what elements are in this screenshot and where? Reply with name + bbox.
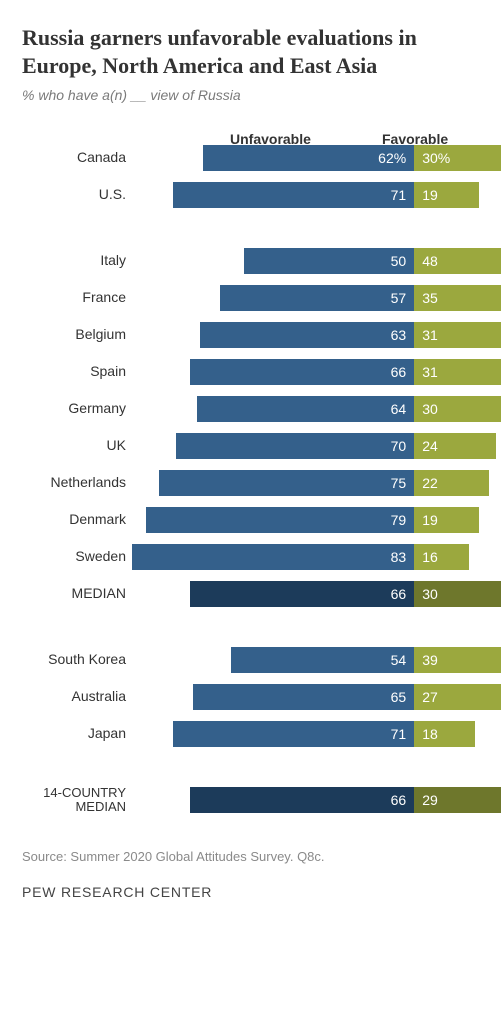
bar-favorable: 29 (414, 787, 501, 813)
bar-favorable: 22 (414, 470, 489, 496)
chart-group: Italy5048France5735Belgium6331Spain6631G… (132, 244, 479, 611)
chart-title: Russia garners unfavorable evaluations i… (22, 24, 479, 79)
bar-unfavorable: 75 (159, 470, 414, 496)
row-label: U.S. (22, 187, 126, 202)
bar-favorable: 27 (414, 684, 501, 710)
chart-row: Sweden8316 (132, 540, 479, 574)
bar-pair: 6430 (132, 396, 501, 422)
bar-unfavorable: 54 (231, 647, 415, 673)
bar-favorable: 31 (414, 322, 501, 348)
chart-group: 14-COUNTRY MEDIAN6629 (132, 783, 479, 817)
bar-unfavorable: 65 (193, 684, 414, 710)
bar-pair: 5439 (132, 647, 501, 673)
row-label: Canada (22, 150, 126, 165)
row-label: Spain (22, 364, 126, 379)
bar-pair: 6631 (132, 359, 501, 385)
chart-row: France5735 (132, 281, 479, 315)
bar-favorable: 30 (414, 396, 501, 422)
bar-favorable: 19 (414, 507, 479, 533)
row-label: Australia (22, 689, 126, 704)
row-label: Belgium (22, 327, 126, 342)
bar-chart: Unfavorable Favorable Canada62%30%U.S.71… (22, 131, 479, 817)
bar-unfavorable: 57 (220, 285, 414, 311)
bar-unfavorable: 62% (203, 145, 414, 171)
row-label: Denmark (22, 512, 126, 527)
bar-pair: 5048 (132, 248, 501, 274)
chart-row: Spain6631 (132, 355, 479, 389)
bar-favorable: 48 (414, 248, 501, 274)
bar-favorable: 30 (414, 581, 501, 607)
bar-unfavorable: 71 (173, 182, 414, 208)
bar-pair: 7522 (132, 470, 489, 496)
chart-row: MEDIAN6630 (132, 577, 479, 611)
bar-unfavorable: 79 (146, 507, 415, 533)
bar-pair: 6630 (132, 581, 501, 607)
bar-pair: 6331 (132, 322, 501, 348)
bar-unfavorable: 71 (173, 721, 414, 747)
chart-row: U.S.7119 (132, 178, 479, 212)
bar-pair: 5735 (132, 285, 501, 311)
bar-pair: 6527 (132, 684, 501, 710)
bar-unfavorable: 66 (190, 359, 414, 385)
row-label: Sweden (22, 549, 126, 564)
chart-group: Canada62%30%U.S.7119 (132, 141, 479, 212)
row-label: Germany (22, 401, 126, 416)
bar-pair: 7119 (132, 182, 479, 208)
bar-pair: 6629 (132, 787, 501, 813)
chart-row: Australia6527 (132, 680, 479, 714)
attribution: PEW RESEARCH CENTER (22, 884, 479, 900)
row-label: Netherlands (22, 475, 126, 490)
row-label: South Korea (22, 652, 126, 667)
bar-unfavorable: 64 (197, 396, 415, 422)
bar-unfavorable: 83 (132, 544, 414, 570)
row-label: Japan (22, 726, 126, 741)
source-text: Source: Summer 2020 Global Attitudes Sur… (22, 849, 479, 864)
chart-row: Canada62%30% (132, 141, 479, 175)
bar-pair: 7118 (132, 721, 475, 747)
bar-unfavorable: 66 (190, 581, 414, 607)
chart-row: UK7024 (132, 429, 479, 463)
row-label: 14-COUNTRY MEDIAN (22, 786, 126, 815)
bar-favorable: 30% (414, 145, 501, 171)
chart-row: Italy5048 (132, 244, 479, 278)
chart-row: 14-COUNTRY MEDIAN6629 (132, 783, 479, 817)
chart-row: Japan7118 (132, 717, 479, 751)
bar-pair: 8316 (132, 544, 469, 570)
bar-unfavorable: 66 (190, 787, 414, 813)
row-label: France (22, 290, 126, 305)
bar-favorable: 18 (414, 721, 475, 747)
bar-pair: 7024 (132, 433, 496, 459)
row-label: MEDIAN (22, 586, 126, 601)
bar-unfavorable: 63 (200, 322, 414, 348)
bar-favorable: 35 (414, 285, 501, 311)
chart-row: South Korea5439 (132, 643, 479, 677)
bar-unfavorable: 50 (244, 248, 414, 274)
bar-favorable: 24 (414, 433, 496, 459)
chart-subtitle: % who have a(n) __ view of Russia (22, 87, 479, 103)
bar-pair: 7919 (132, 507, 479, 533)
chart-row: Belgium6331 (132, 318, 479, 352)
bar-favorable: 16 (414, 544, 468, 570)
chart-group: South Korea5439Australia6527Japan7118 (132, 643, 479, 751)
bar-unfavorable: 70 (176, 433, 414, 459)
chart-row: Germany6430 (132, 392, 479, 426)
bar-favorable: 31 (414, 359, 501, 385)
bar-pair: 62%30% (132, 145, 501, 171)
row-label: UK (22, 438, 126, 453)
row-label: Italy (22, 253, 126, 268)
chart-row: Denmark7919 (132, 503, 479, 537)
chart-row: Netherlands7522 (132, 466, 479, 500)
bar-favorable: 39 (414, 647, 501, 673)
bar-favorable: 19 (414, 182, 479, 208)
